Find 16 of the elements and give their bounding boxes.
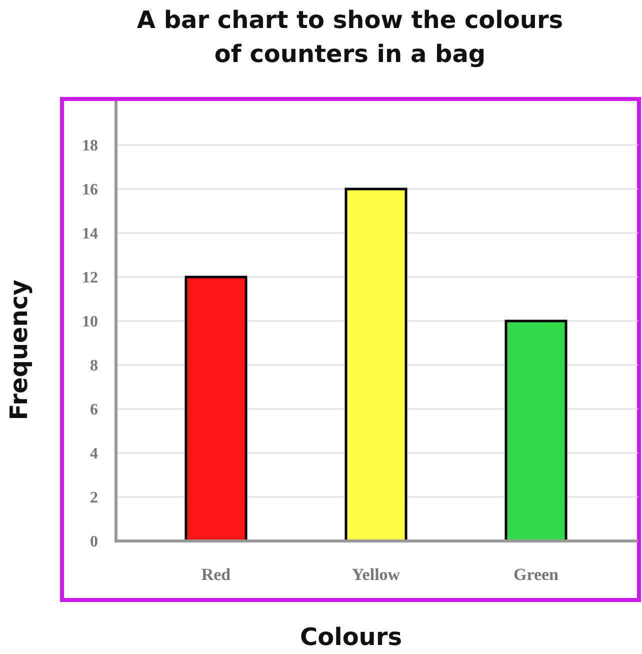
x-tick-label: Green: [513, 564, 560, 584]
y-axis-title: Frequency: [5, 279, 33, 420]
x-tick-label: Red: [201, 564, 232, 584]
y-tick-label: 16: [82, 182, 98, 199]
y-tick-label: 14: [82, 226, 98, 243]
x-tick-label: Yellow: [352, 564, 401, 584]
x-axis-title: Colours: [300, 623, 402, 651]
chart-title: A bar chart to show the colours of counters in a bag: [136, 6, 564, 68]
y-tick-label: 6: [90, 402, 98, 419]
y-tick-label: 4: [90, 446, 98, 463]
y-tick-label: 0: [90, 534, 98, 551]
y-tick-label: 8: [90, 358, 98, 375]
y-tick-label: 12: [82, 270, 98, 287]
y-tick-label: 18: [82, 138, 98, 155]
y-tick-label: 10: [82, 314, 98, 331]
y-tick-label: 2: [90, 490, 98, 507]
